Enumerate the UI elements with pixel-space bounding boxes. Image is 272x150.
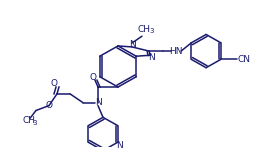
Text: N: N	[116, 141, 123, 150]
Text: 3: 3	[150, 28, 154, 34]
Text: N: N	[148, 53, 154, 62]
Text: O: O	[45, 101, 52, 110]
Text: 3: 3	[33, 120, 37, 126]
Text: N: N	[95, 98, 101, 107]
Text: CH: CH	[138, 25, 150, 34]
Text: CH: CH	[23, 116, 36, 125]
Text: HN: HN	[169, 47, 183, 56]
Text: CN: CN	[237, 55, 250, 64]
Text: O: O	[51, 79, 57, 88]
Text: N: N	[130, 40, 136, 50]
Text: O: O	[89, 73, 97, 82]
